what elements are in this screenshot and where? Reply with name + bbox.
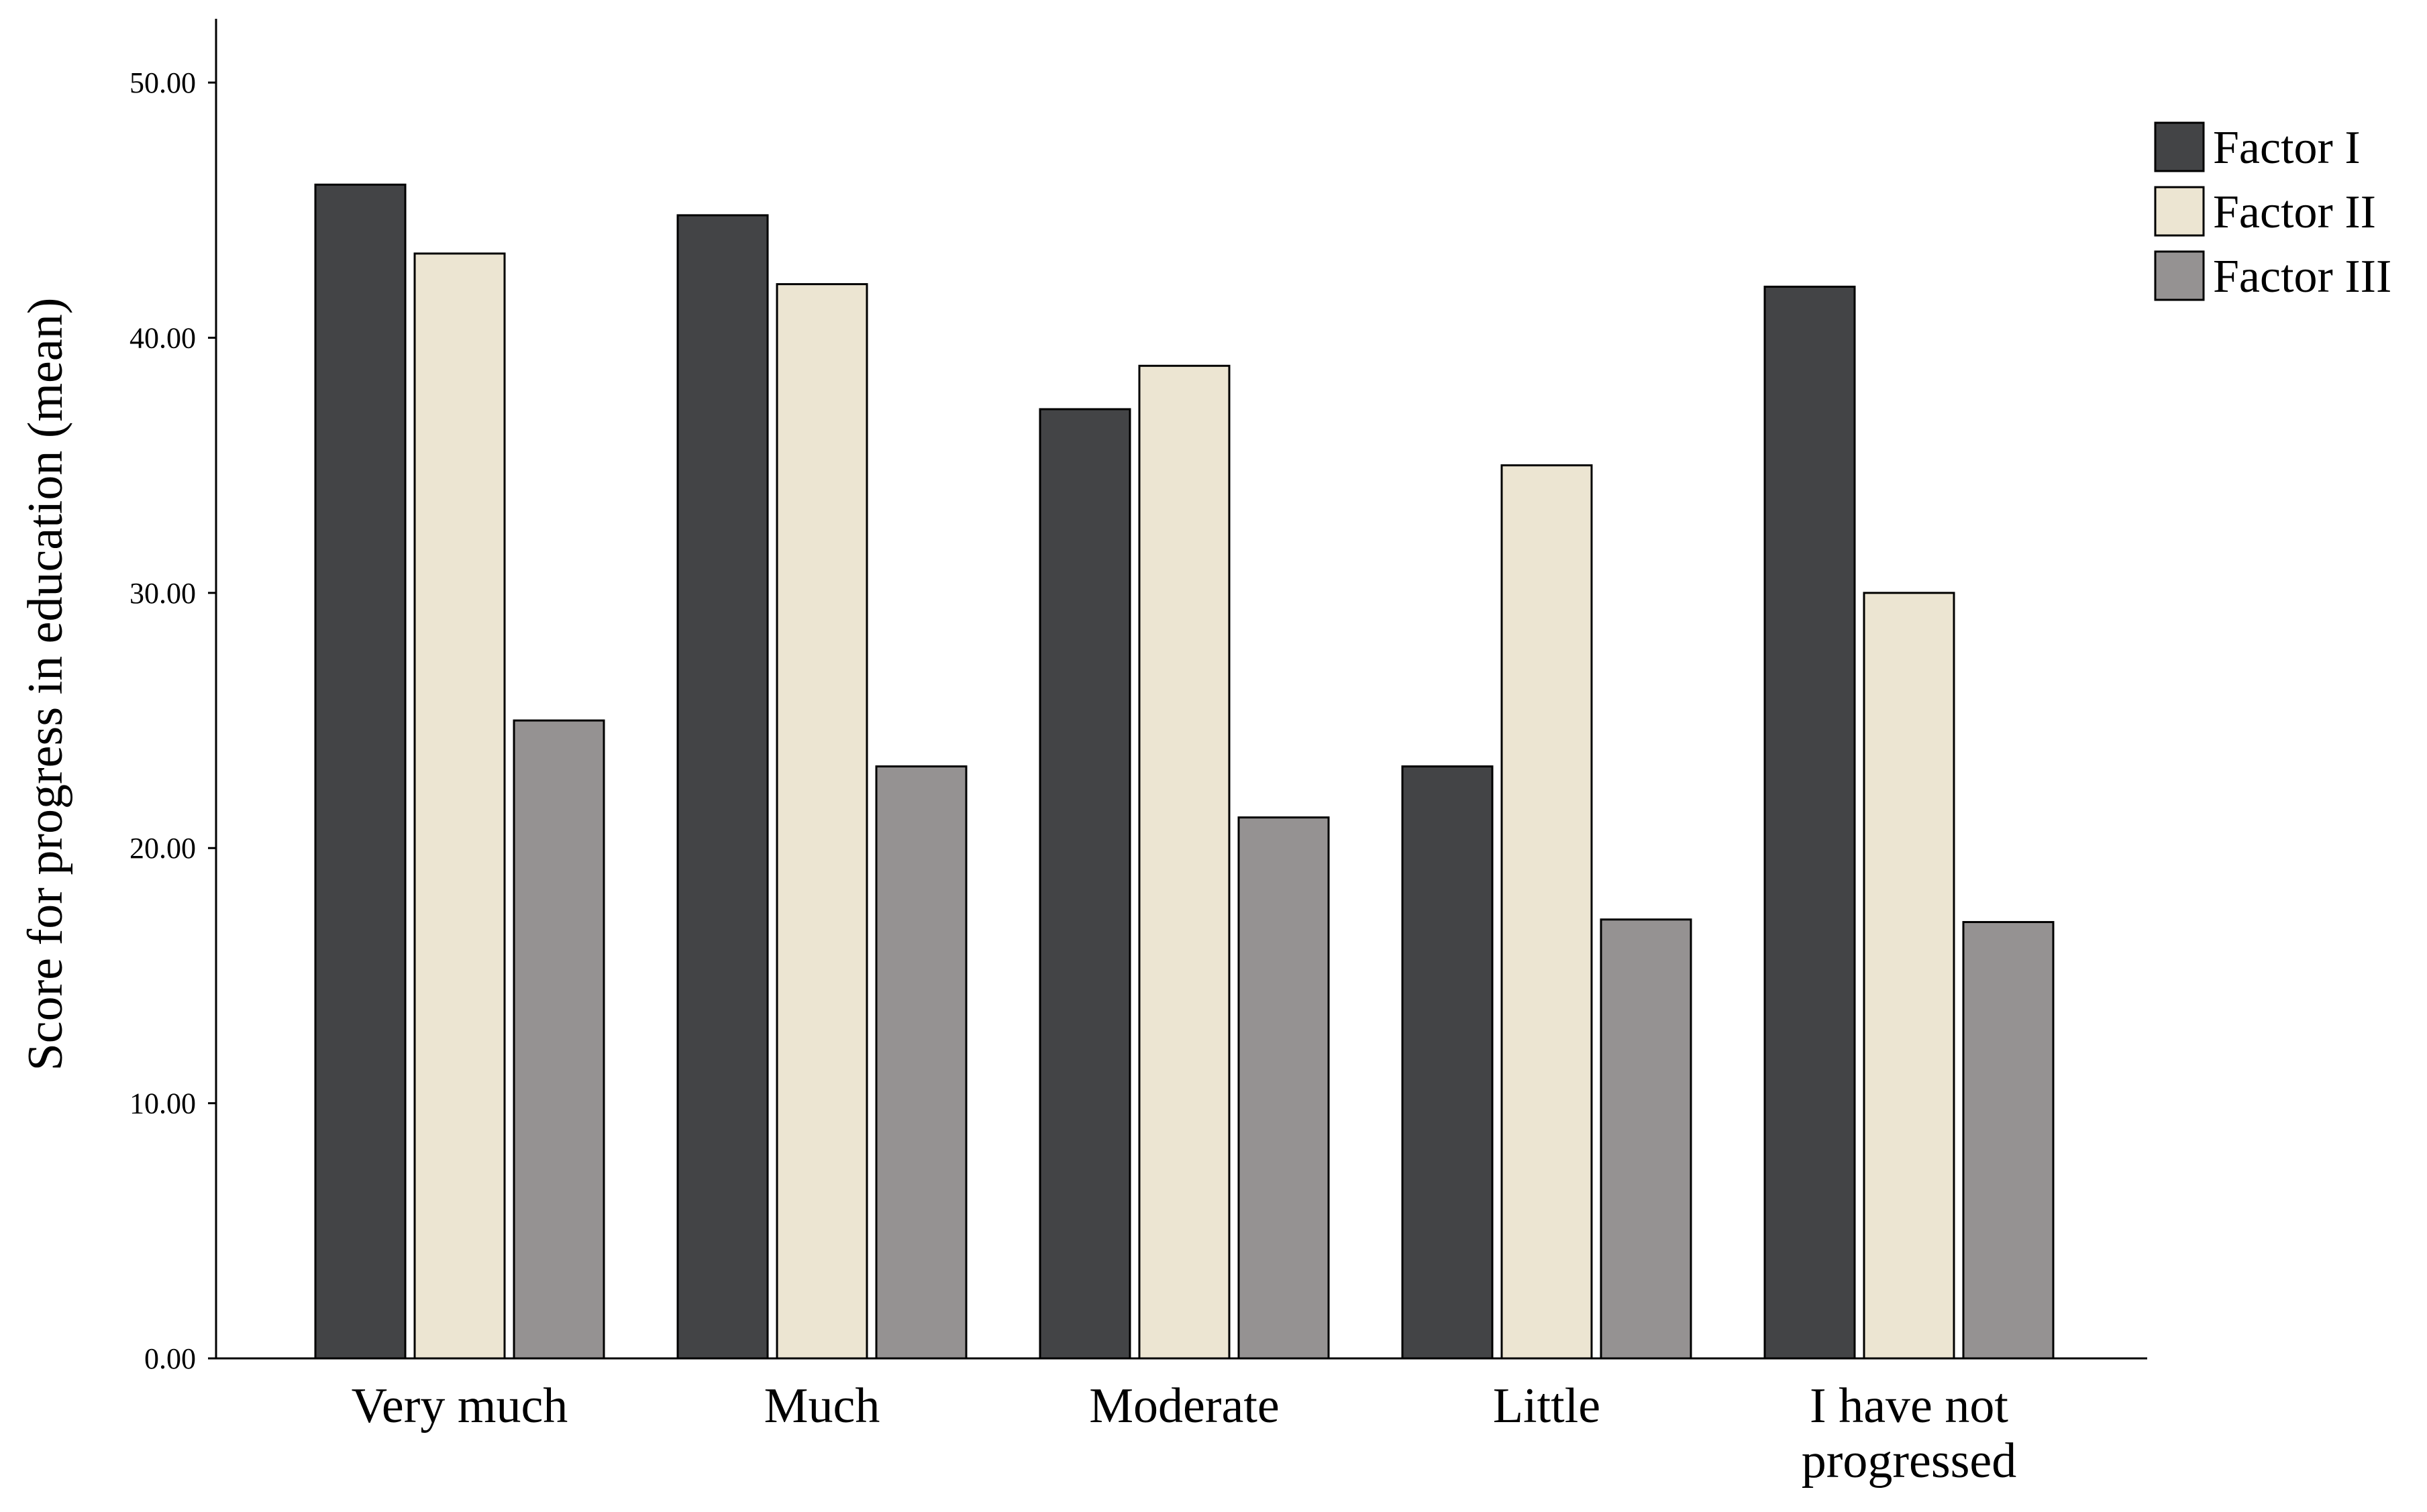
x-category-label: Much (764, 1379, 880, 1434)
bar-factor-i-1 (314, 183, 407, 1360)
x-category-label: Very much (352, 1379, 568, 1434)
legend-swatch-factor-iii (2154, 250, 2205, 301)
legend-label: Factor II (2213, 186, 2376, 238)
x-category-label: progressed (1802, 1434, 2017, 1489)
bar-factor-iii-3 (1237, 816, 1330, 1360)
legend-swatch-factor-ii (2154, 186, 2205, 237)
x-axis-category-labels: Very much Much Moderate Little I have notpro… (352, 1379, 2017, 1489)
y-tick-label: 20.00 (130, 832, 196, 865)
y-tick-label: 40.00 (130, 321, 196, 354)
bar-factor-ii-1 (413, 252, 506, 1360)
x-category-label: Little (1493, 1379, 1600, 1434)
bars (314, 183, 2055, 1360)
bar-factor-i-4 (1401, 765, 1494, 1360)
legend-label: Factor III (2213, 251, 2391, 303)
bar-factor-i-3 (1039, 408, 1131, 1360)
bar-factor-ii-5 (1863, 592, 1955, 1360)
x-category-label: Moderate (1089, 1379, 1280, 1434)
legend: Factor I Factor II Factor III (2154, 121, 2391, 303)
bar-factor-iii-5 (1962, 921, 2055, 1360)
bar-factor-iii-2 (875, 765, 968, 1360)
legend-label: Factor I (2213, 122, 2361, 174)
y-tick-label: 30.00 (130, 577, 196, 610)
y-tick-label: 0.00 (144, 1342, 196, 1375)
legend-swatch-factor-i (2154, 121, 2205, 172)
bar-factor-ii-2 (776, 283, 868, 1360)
y-tick-label: 10.00 (130, 1087, 196, 1120)
bar-factor-iii-4 (1600, 918, 1692, 1360)
y-axis-title: Score for progress in education (mean) (18, 298, 73, 1071)
bar-factor-iii-1 (513, 719, 605, 1360)
bar-factor-i-2 (676, 214, 769, 1360)
y-tick-label: 50.00 (130, 66, 196, 99)
bar-factor-ii-3 (1138, 364, 1231, 1360)
x-category-label: I have not (1810, 1379, 2008, 1434)
bar-factor-i-5 (1763, 285, 1856, 1360)
y-axis-ticks: 0.00 10.00 20.00 30.00 40.00 50.00 (130, 66, 216, 1375)
bar-factor-ii-4 (1500, 464, 1593, 1360)
